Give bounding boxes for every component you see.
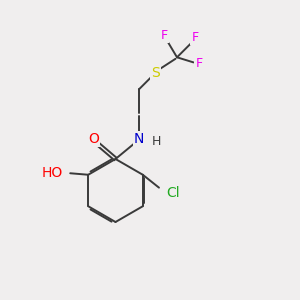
Text: H: H — [152, 135, 161, 148]
Text: Cl: Cl — [166, 186, 179, 200]
Text: F: F — [191, 31, 199, 44]
Text: F: F — [160, 29, 168, 42]
Text: S: S — [151, 66, 160, 80]
Text: F: F — [195, 57, 203, 70]
Text: N: N — [134, 132, 144, 146]
Text: HO: HO — [42, 166, 63, 180]
Text: O: O — [88, 132, 99, 146]
